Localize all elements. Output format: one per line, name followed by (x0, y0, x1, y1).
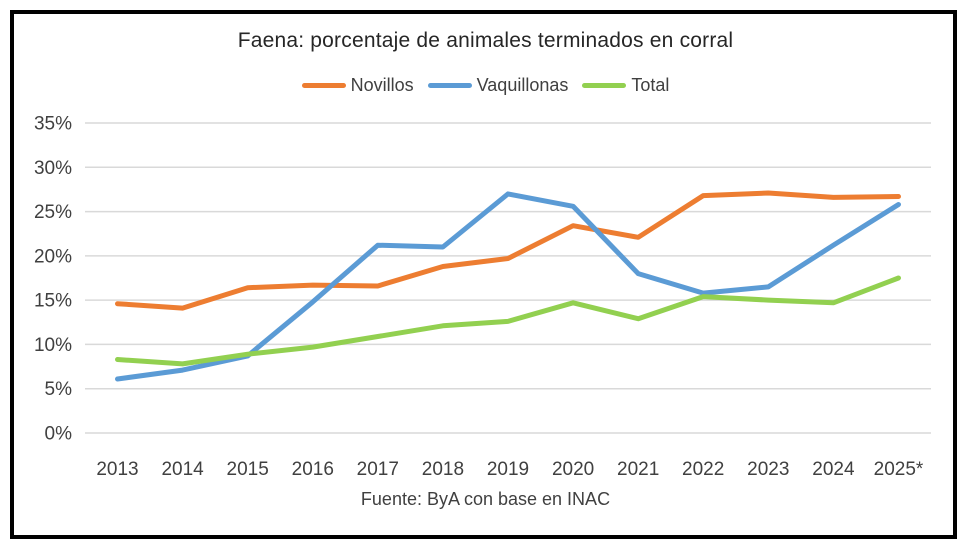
series-line-novillos (115, 190, 901, 311)
legend-line-marker (582, 83, 627, 88)
legend-item-total: Total (582, 75, 669, 96)
series-line-total (115, 275, 901, 367)
x-axis-tick-label: 2022 (682, 459, 724, 480)
legend-line-marker (301, 83, 346, 88)
legend-item-vaquillonas: Vaquillonas (427, 75, 569, 96)
x-axis-tick-label: 2016 (292, 459, 334, 480)
y-axis-tick-label: 20% (34, 246, 72, 267)
legend-line-marker (427, 83, 472, 88)
source-caption: Fuente: ByA con base en INAC (360, 489, 611, 509)
x-axis-tick-label: 2019 (487, 459, 529, 480)
x-axis-tick-label: 2015 (227, 459, 269, 480)
chart-legend: Novillos Vaquillonas Total (0, 75, 971, 96)
x-axis-tick-label: 2018 (422, 459, 464, 480)
legend-label: Total (631, 75, 670, 95)
chart-title: Faena: porcentaje de animales terminados… (237, 29, 734, 52)
y-axis-tick-label: 25% (34, 202, 72, 223)
x-axis-tick-label: 2014 (161, 459, 204, 480)
series-line-vaquillonas (115, 191, 901, 382)
x-axis-tick-label: 2017 (357, 459, 399, 480)
x-axis-tick-label: 2024 (812, 459, 855, 480)
x-axis-tick-label: 2020 (552, 459, 594, 480)
legend-label: Vaquillonas (476, 75, 569, 95)
y-axis-tick-label: 35% (34, 114, 72, 135)
x-axis-tick-label: 2021 (617, 459, 659, 480)
y-axis-tick-label: 30% (34, 158, 72, 179)
chart-border-frame (10, 10, 957, 539)
y-axis-tick-label: 15% (34, 291, 72, 312)
legend-item-novillos: Novillos (301, 75, 414, 96)
y-axis-tick-label: 0% (45, 424, 73, 445)
y-axis-tick-label: 5% (45, 379, 73, 400)
y-axis-tick-label: 10% (34, 335, 72, 356)
legend-label: Novillos (350, 75, 414, 95)
x-axis-tick-label: 2023 (747, 459, 789, 480)
x-axis-tick-label: 2025* (874, 459, 924, 480)
x-axis-tick-label: 2013 (96, 459, 138, 480)
